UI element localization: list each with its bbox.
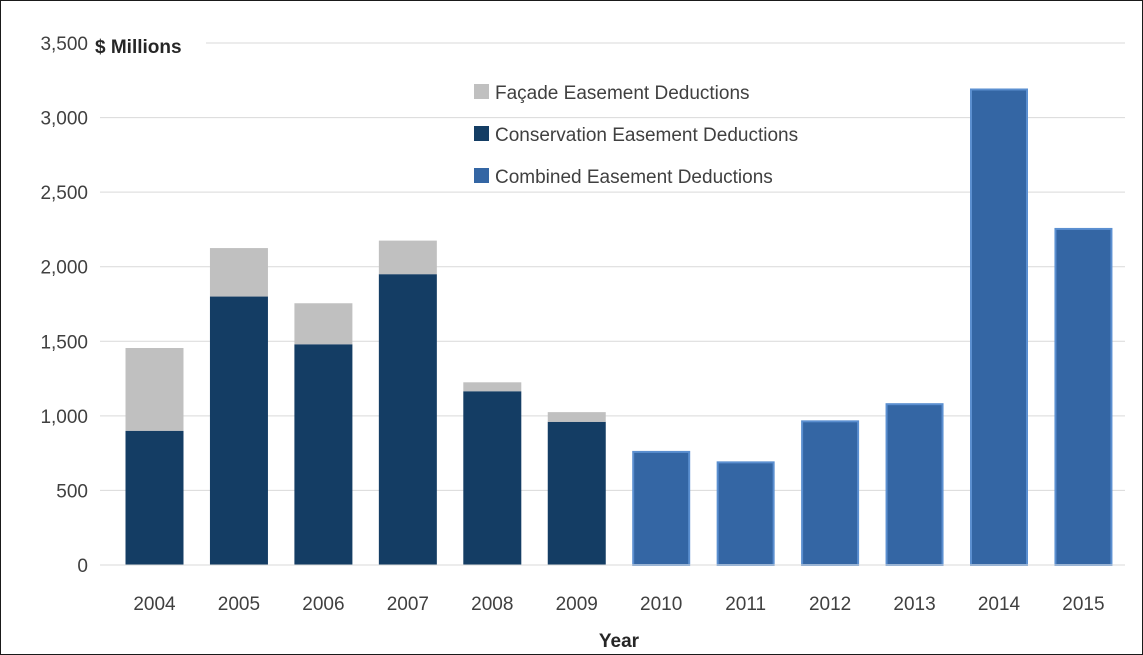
bar-combined: [632, 450, 691, 566]
legend: Façade Easement Deductions Conservation E…: [474, 83, 798, 188]
bar-conservation: [209, 296, 268, 565]
y-tick-label: 1,000: [40, 407, 88, 428]
x-tick-label: 2005: [218, 594, 260, 615]
legend-label: Façade Easement Deductions: [495, 83, 750, 104]
bar-combined: [1054, 227, 1113, 567]
bar-conservation: [378, 274, 437, 565]
bar-conservation: [547, 421, 606, 565]
y-axis-unit-label: $ Millions: [95, 37, 182, 58]
y-axis-ticks: 0 500 1,000 1,500 2,000 2,500 3,000 3,500: [40, 34, 88, 577]
y-tick-label: 3,000: [40, 109, 88, 130]
x-axis-title: Year: [599, 631, 640, 652]
y-tick-label: 2,500: [40, 183, 88, 204]
x-tick-label: 2007: [387, 594, 429, 615]
legend-label: Combined Easement Deductions: [495, 167, 773, 188]
x-tick-label: 2008: [471, 594, 513, 615]
x-tick-label: 2011: [725, 594, 766, 615]
bar-combined: [970, 88, 1028, 566]
y-tick-label: 500: [56, 481, 88, 502]
x-tick-label: 2004: [133, 594, 176, 615]
bar-conservation: [125, 430, 184, 565]
y-tick-label: 1,500: [40, 332, 88, 353]
legend-swatch: [474, 126, 489, 141]
bar-facade: [547, 412, 606, 422]
bar-facade: [209, 248, 268, 297]
legend-swatch: [474, 84, 489, 99]
x-tick-label: 2012: [809, 594, 851, 615]
x-axis-ticks: 2004 2005 2006 2007 2008 2009 2010 2011 2012 2013…: [133, 594, 1104, 615]
y-tick-label: 0: [77, 556, 88, 577]
x-tick-label: 2006: [302, 594, 344, 615]
x-tick-label: 2013: [893, 594, 935, 615]
x-tick-label: 2015: [1062, 594, 1104, 615]
bar-conservation: [463, 391, 522, 565]
y-tick-label: 3,500: [40, 34, 88, 55]
legend-label: Conservation Easement Deductions: [495, 125, 798, 146]
bar-facade: [294, 303, 353, 345]
legend-swatch: [474, 168, 489, 183]
x-tick-label: 2010: [640, 594, 682, 615]
bars: [125, 88, 1113, 567]
gridlines: [94, 35, 1125, 491]
unit-label-background: [94, 35, 206, 55]
bar-combined: [801, 420, 860, 566]
bar-conservation: [294, 344, 353, 565]
bar-combined: [885, 403, 944, 566]
bar-combined: [716, 461, 775, 566]
bar-facade: [378, 240, 437, 275]
bar-facade: [463, 382, 522, 392]
x-tick-label: 2009: [556, 594, 598, 615]
x-tick-label: 2014: [978, 594, 1021, 615]
bar-facade: [125, 347, 184, 431]
y-tick-label: 2,000: [40, 258, 88, 279]
